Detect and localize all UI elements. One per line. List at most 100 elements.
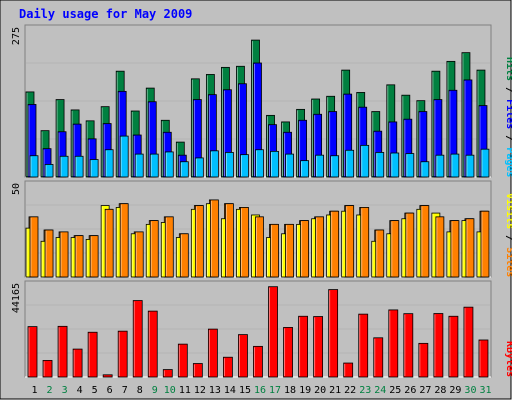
bar-kbytes [328, 289, 339, 378]
y-max-label-visits-sites: 50 [11, 183, 22, 195]
legend-text: Visits / Sites [504, 193, 512, 277]
bar-sites-front [270, 223, 279, 278]
bar-pages [164, 151, 174, 178]
bar-pages [435, 154, 445, 178]
bar-pages [360, 144, 370, 178]
bar-kbytes [177, 343, 188, 378]
bar-kbytes [72, 348, 83, 378]
bar-sites-front [194, 205, 204, 278]
bar-pages [375, 152, 385, 178]
bar-pages [285, 153, 294, 178]
panel-kbytes: 44165 KBytes [11, 280, 512, 378]
bar-kbytes [57, 325, 68, 378]
legend-text: KBytes [504, 341, 512, 377]
x-tick-label: 16 [254, 385, 266, 396]
bar-sites-front [134, 231, 144, 278]
bar-pages [405, 153, 415, 178]
bar-pages [119, 135, 129, 178]
x-tick-label: 1 [32, 385, 38, 396]
bar-kbytes [223, 356, 233, 378]
bar-pages [179, 161, 189, 178]
bar-pages [89, 159, 99, 178]
bar-sites-front [330, 210, 340, 278]
x-tick-label: 18 [284, 385, 296, 396]
bar-pages [240, 154, 249, 178]
x-tick-label: 24 [374, 385, 386, 396]
bar-sites-front [420, 205, 430, 278]
x-tick-label: 25 [389, 385, 401, 396]
bar-sites-front [209, 199, 219, 278]
legend-item-files: Files [504, 99, 512, 129]
bar-sites-front [164, 216, 174, 278]
bar-sites-front [285, 223, 294, 278]
x-tick-label: 15 [239, 385, 251, 396]
chart-title: Daily usage for May 2009 [19, 7, 192, 21]
bar-kbytes [102, 374, 113, 378]
bar-kbytes [192, 363, 203, 378]
bar-pages [44, 164, 54, 178]
legend-kbytes: KBytes [504, 341, 512, 377]
legend-item-visits: Visits [504, 193, 512, 229]
x-tick-label: 3 [62, 385, 68, 396]
legend-item-hits: Hits [504, 57, 512, 81]
legend-separator: / [504, 81, 512, 99]
legend-text: Hits / Files / Pages [504, 57, 512, 177]
bar-kbytes [313, 316, 324, 378]
panel-hits-files-pages: 275 Hits / Files / Pages [11, 24, 512, 178]
bar-sites-front [450, 220, 460, 278]
bar-pages [194, 157, 204, 178]
x-tick-label: 4 [77, 385, 83, 396]
bar-sites-front [179, 233, 189, 278]
bar-pages [209, 150, 219, 178]
bar-pages [465, 154, 475, 178]
x-tick-label: 31 [479, 385, 491, 396]
bar-kbytes [433, 313, 444, 378]
bar-kbytes [42, 360, 53, 378]
bar-pages [480, 148, 490, 178]
y-max-label-kbytes: 44165 [11, 283, 22, 313]
bar-sites-front [74, 235, 84, 278]
bar-pages [390, 152, 400, 178]
bar-sites-front [44, 229, 54, 278]
bar-pages [300, 160, 309, 178]
bar-kbytes [207, 328, 218, 378]
bar-sites-front [119, 203, 129, 278]
bar-pages [104, 149, 114, 178]
x-tick-label: 20 [314, 385, 326, 396]
x-axis-labels: 1 2 3 4 5 6 7 8 9 10 11 12 13 14 15 16 17 18 19 20 21 22 23 24 2… [32, 385, 492, 396]
bar-kbytes [463, 306, 474, 378]
bar-kbytes [388, 309, 399, 378]
bar-sites-front [255, 216, 264, 278]
bar-kbytes [478, 339, 489, 378]
bar-sites-front [375, 229, 385, 278]
bars-hits-files-pages [25, 39, 490, 178]
legend-item-pages: Pages [504, 147, 512, 177]
x-tick-label: 19 [299, 385, 311, 396]
bar-sites-front [405, 212, 415, 278]
bar-kbytes [283, 327, 293, 378]
bar-pages [345, 149, 355, 178]
x-tick-label: 23 [359, 385, 371, 396]
x-tick-label: 11 [179, 385, 191, 396]
x-tick-label: 7 [122, 385, 128, 396]
bar-sites-front [435, 216, 445, 278]
x-tick-label: 8 [137, 385, 143, 396]
x-tick-label: 10 [164, 385, 176, 396]
bar-pages [59, 155, 69, 178]
bar-pages [255, 149, 264, 178]
bar-sites-front [300, 220, 309, 278]
x-tick-label: 30 [464, 385, 476, 396]
x-tick-label: 28 [434, 385, 446, 396]
bar-kbytes [132, 300, 143, 378]
bar-kbytes [87, 331, 98, 378]
x-tick-label: 21 [329, 385, 341, 396]
bar-pages [270, 150, 279, 178]
bar-pages [450, 153, 460, 178]
bar-pages [330, 155, 340, 178]
y-max-label-hits-files-pages: 275 [11, 27, 22, 45]
bar-pages [134, 153, 144, 178]
bar-pages [315, 154, 325, 178]
bar-pages [29, 155, 39, 178]
bar-kbytes [403, 313, 414, 378]
